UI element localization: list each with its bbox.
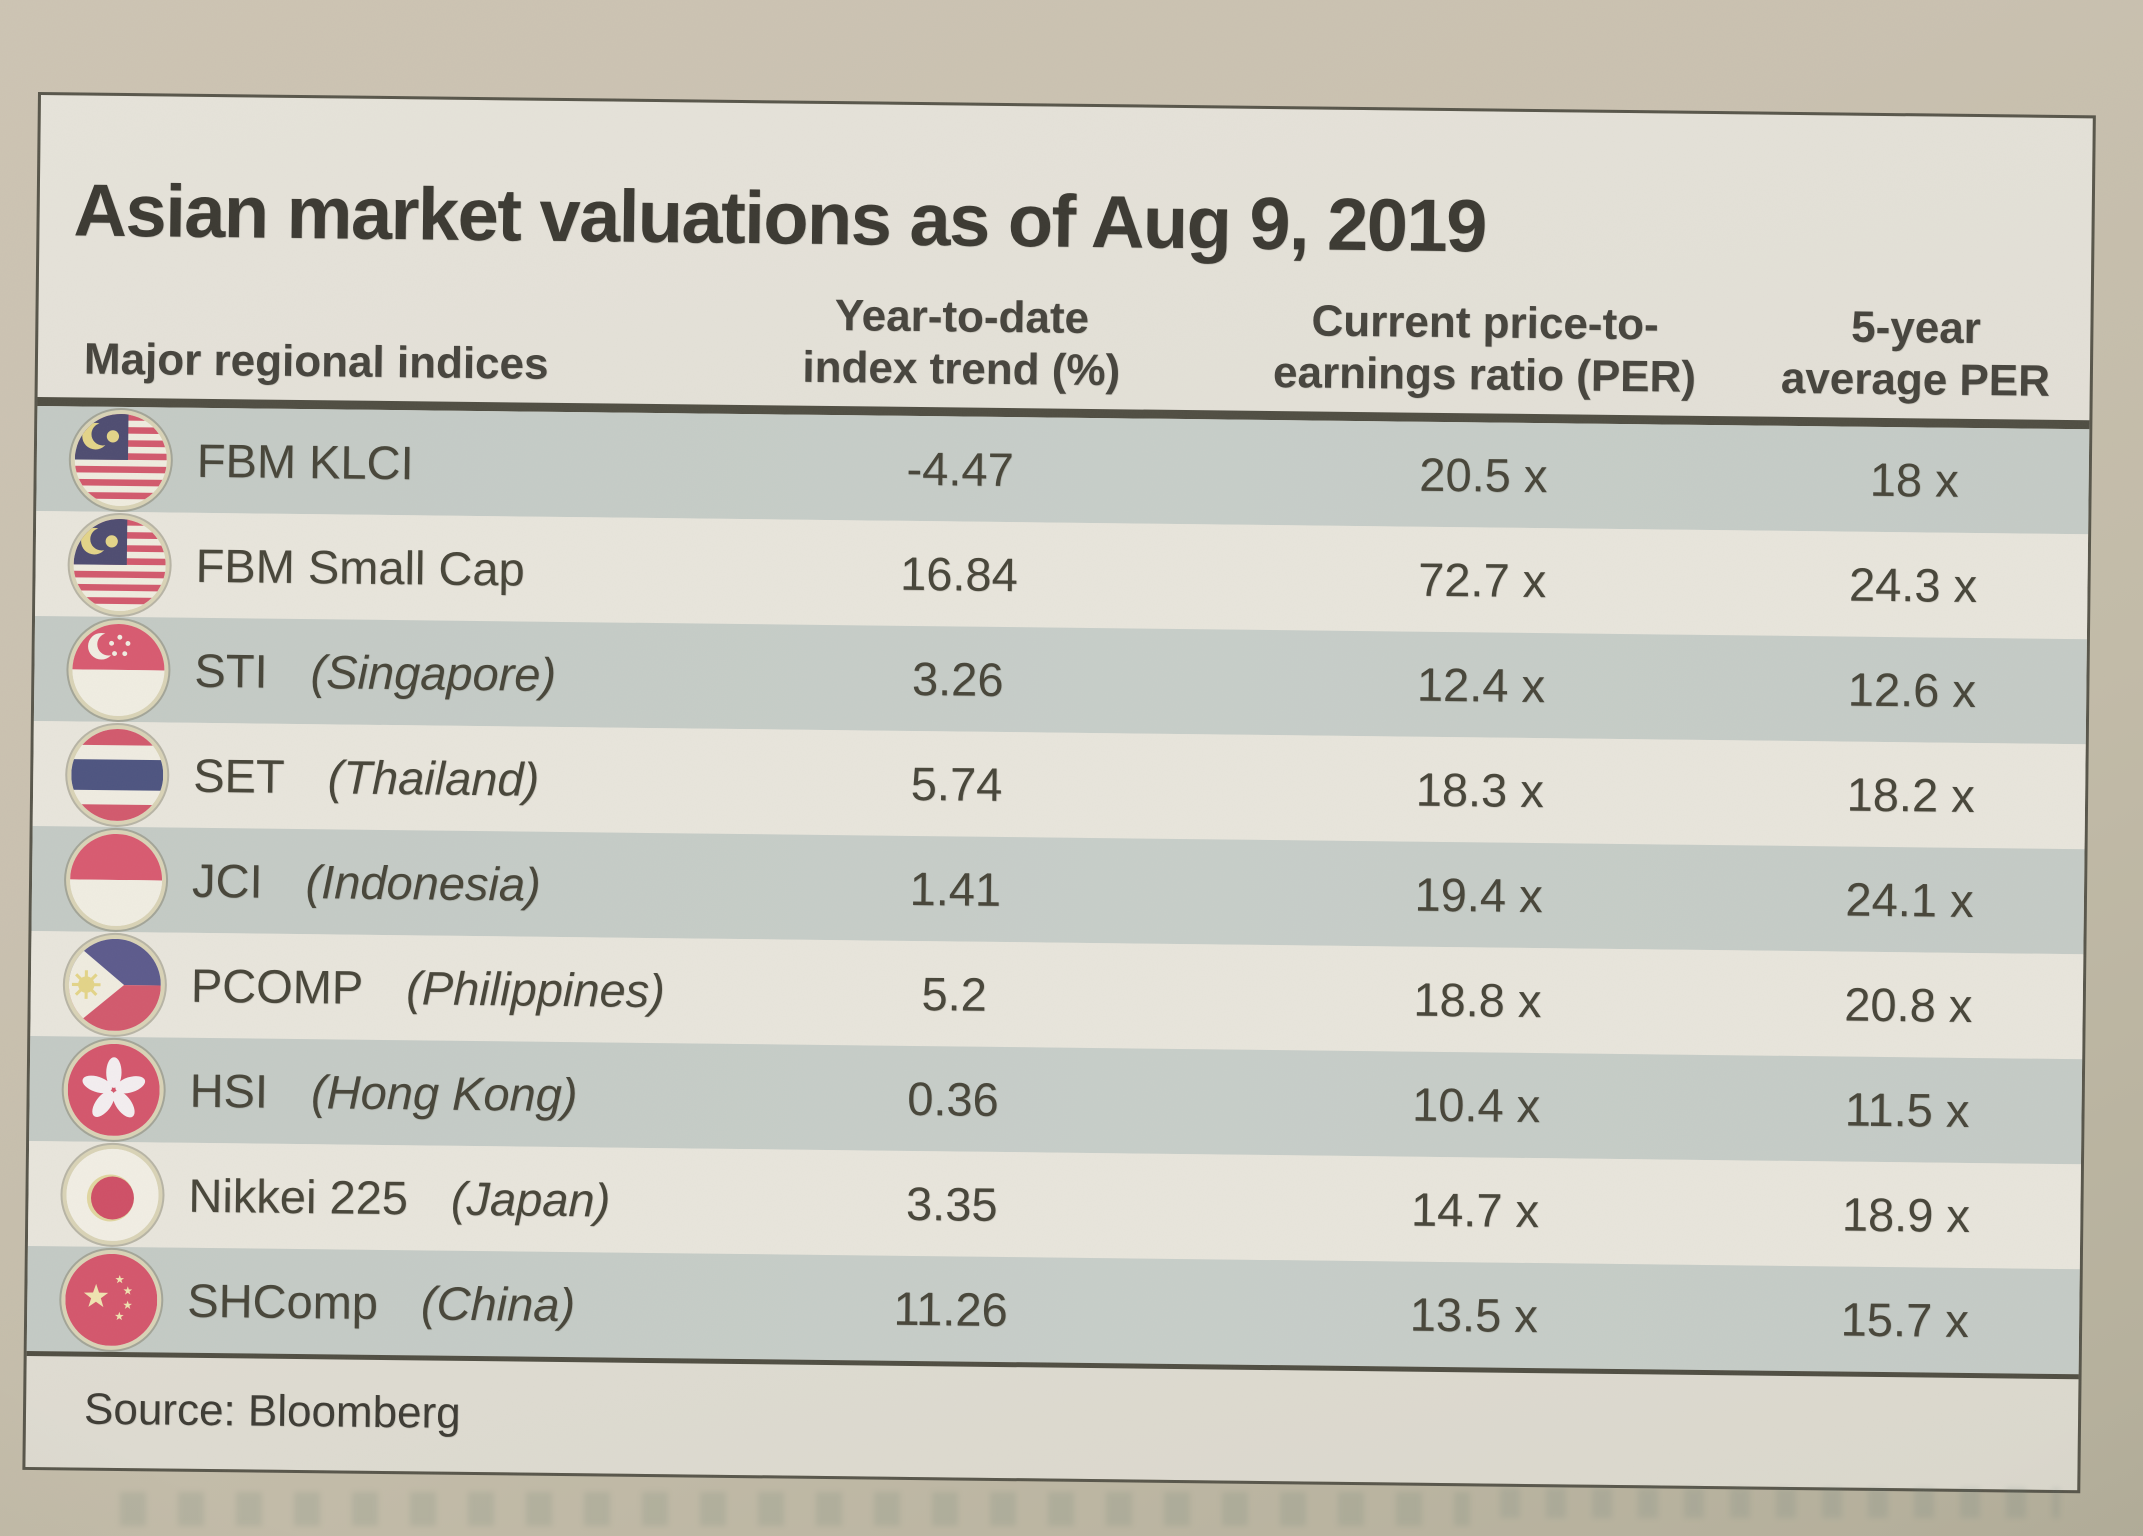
source-row: Source: Bloomberg xyxy=(25,1350,2079,1486)
ytd-value: 0.36 xyxy=(906,1071,1000,1126)
index-country: (Singapore) xyxy=(310,645,557,701)
avg-per-value: 24.1 x xyxy=(1845,872,1974,928)
avg-per-value: 18.9 x xyxy=(1841,1187,1971,1242)
index-name: SET xyxy=(192,748,285,803)
index-country: (China) xyxy=(420,1276,576,1332)
page-title: Asian market valuations as of Aug 9, 201… xyxy=(73,168,1487,268)
current-per-value: 20.5 x xyxy=(1419,447,1548,503)
column-header-per-line1: Current price-to- xyxy=(1311,296,1659,350)
current-per-value: 19.4 x xyxy=(1414,867,1543,923)
current-per-value: 72.7 x xyxy=(1417,552,1547,608)
ytd-value: 11.26 xyxy=(893,1281,1009,1337)
column-header-avg-line2: average PER xyxy=(1780,353,2051,406)
ytd-value: 16.84 xyxy=(899,546,1019,602)
current-per-value: 18.8 x xyxy=(1413,972,1542,1028)
ytd-value: 3.26 xyxy=(911,651,1004,706)
malaysia-flag-icon xyxy=(74,412,168,506)
column-header-per: Current price-to- earnings ratio (PER) xyxy=(1228,295,1742,405)
ytd-value: 5.2 xyxy=(921,967,988,1021)
index-name: SHComp xyxy=(187,1273,379,1329)
thailand-flag-icon xyxy=(70,727,164,821)
index-name: PCOMP xyxy=(190,958,364,1014)
current-per-value: 14.7 x xyxy=(1410,1182,1540,1238)
index-name: Nikkei 225 xyxy=(188,1168,409,1225)
index-country: (Japan) xyxy=(450,1171,611,1227)
ytd-value: 3.35 xyxy=(905,1176,998,1231)
avg-per-value: 18 x xyxy=(1869,452,1959,507)
index-country: (Thailand) xyxy=(327,750,540,806)
avg-per-value: 20.8 x xyxy=(1844,977,1973,1033)
hongkong-flag-icon xyxy=(67,1042,161,1136)
china-flag-icon xyxy=(64,1252,158,1346)
index-country: (Philippines) xyxy=(405,961,666,1018)
current-per-value: 18.3 x xyxy=(1415,762,1545,818)
avg-per-value: 24.3 x xyxy=(1848,557,1978,613)
column-header-per-line2: earnings ratio (PER) xyxy=(1272,348,1697,402)
column-header-indices: Major regional indices xyxy=(83,334,549,389)
japan-flag-icon xyxy=(65,1147,160,1241)
column-header-ytd-line2: index trend (%) xyxy=(802,342,1121,396)
current-per-value: 12.4 x xyxy=(1416,657,1546,713)
index-name: HSI xyxy=(189,1063,269,1118)
philippines-flag-icon xyxy=(68,937,162,1031)
avg-per-value: 11.5 x xyxy=(1844,1082,1970,1137)
column-header-ytd-line1: Year-to-date xyxy=(834,291,1090,343)
source-label: Source: Bloomberg xyxy=(83,1384,461,1438)
column-header-avg-line1: 5-year xyxy=(1850,302,1982,354)
index-name: FBM Small Cap xyxy=(195,538,525,596)
singapore-flag-icon xyxy=(71,622,165,716)
column-header-avg: 5-year average PER xyxy=(1741,300,2091,408)
index-name: STI xyxy=(194,643,268,698)
ytd-value: 1.41 xyxy=(909,861,1002,916)
ytd-value: -4.47 xyxy=(906,441,1015,497)
avg-per-value: 18.2 x xyxy=(1846,767,1976,823)
index-country: (Hong Kong) xyxy=(310,1065,578,1122)
avg-per-value: 15.7 x xyxy=(1840,1292,1970,1347)
index-country: (Indonesia) xyxy=(305,855,541,911)
ink-bleed-ghost xyxy=(1500,1488,2060,1518)
indonesia-flag-icon xyxy=(69,832,163,926)
ytd-value: 5.74 xyxy=(910,756,1003,811)
index-name: JCI xyxy=(191,853,263,908)
valuations-table: Asian market valuations as of Aug 9, 201… xyxy=(22,92,2096,1494)
current-per-value: 10.4 x xyxy=(1411,1077,1541,1133)
current-per-value: 13.5 x xyxy=(1409,1287,1539,1343)
ink-bleed-ghost xyxy=(120,1492,1470,1526)
malaysia-flag-icon xyxy=(73,517,167,611)
avg-per-value: 12.6 x xyxy=(1847,662,1977,718)
table-header-row: Major regional indices Year-to-date inde… xyxy=(38,281,2091,420)
index-name: FBM KLCI xyxy=(196,433,414,490)
column-header-ytd: Year-to-date index trend (%) xyxy=(694,288,1229,398)
